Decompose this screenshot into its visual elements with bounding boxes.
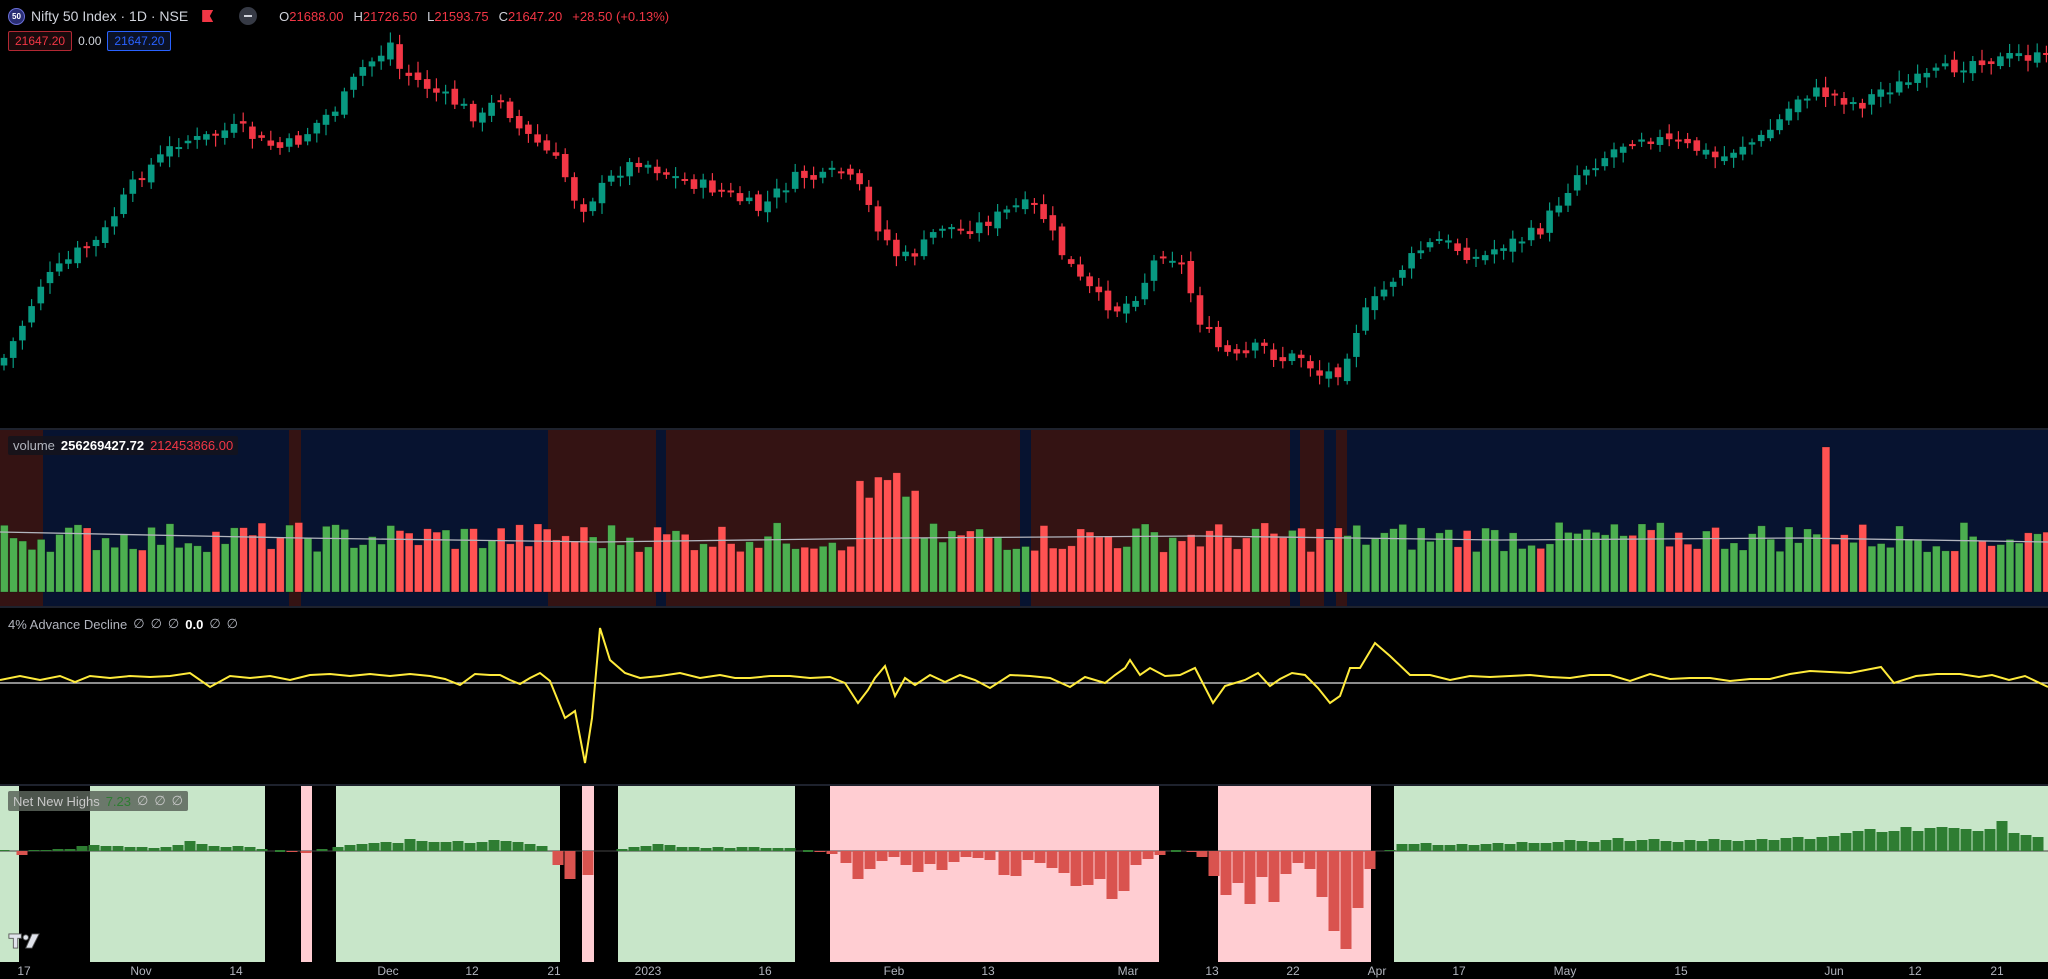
advance-decline-pane[interactable]: 4% Advance Decline ∅ ∅ ∅ 0.0 ∅ ∅: [0, 608, 2048, 784]
ad-null-5: ∅: [226, 616, 238, 631]
tradingview-logo-icon[interactable]: [8, 932, 40, 950]
time-axis[interactable]: 17 Nov 14 Dec 12 21 2023 16 Feb 13 Mar 13 22 Apr 17 May…: [0, 962, 2048, 979]
net-new-highs-legend[interactable]: Net New Highs 7.23 ∅ ∅ ∅: [8, 791, 188, 811]
pane-separator[interactable]: [0, 606, 2048, 608]
pane-separator[interactable]: [0, 784, 2048, 786]
ad-label: 4% Advance Decline: [8, 616, 128, 632]
volume-value-2: 212453866.00: [150, 438, 234, 453]
time-axis-label: May: [1553, 964, 1577, 978]
time-axis-label: 21: [547, 964, 561, 978]
time-axis-label: Feb: [883, 964, 905, 978]
trade-buttons: 21647.20 0.00 21647.20: [8, 31, 172, 51]
advance-decline-legend[interactable]: 4% Advance Decline ∅ ∅ ∅ 0.0 ∅ ∅: [8, 616, 238, 632]
time-axis-label: Jun: [1824, 964, 1844, 978]
ad-null-4: ∅: [209, 616, 221, 631]
volume-pane[interactable]: volume 256269427.72 212453866.00: [0, 430, 2048, 606]
time-axis-label: 15: [1674, 964, 1688, 978]
nnh-label: Net New Highs: [13, 793, 100, 809]
buy-button[interactable]: 21647.20: [107, 31, 172, 51]
pane-separator[interactable]: [0, 428, 2048, 430]
advance-decline-chart: [0, 627, 2048, 764]
time-axis-label: 21: [1990, 964, 2004, 978]
ohlc-open: O21688.00: [279, 9, 344, 24]
main-legend: 50 Nifty 50 Index · 1D · NSE O21688.00 H…: [8, 7, 669, 25]
time-axis-label: 2023: [634, 964, 662, 978]
volume-legend[interactable]: volume 256269427.72 212453866.00: [8, 436, 239, 455]
spread-value: 0.00: [78, 34, 102, 48]
ohlc-low: L21593.75: [427, 9, 489, 24]
volume-label: volume: [13, 438, 55, 453]
net-new-highs-chart: [0, 786, 2048, 962]
nnh-null-2: ∅: [154, 793, 166, 808]
time-axis-label: 16: [758, 964, 772, 978]
ad-value: 0.0: [185, 616, 204, 632]
time-axis-label: 17: [1452, 964, 1466, 978]
time-axis-label: 17: [17, 964, 31, 978]
ad-null-2: ∅: [150, 616, 162, 631]
time-axis-label: 14: [229, 964, 243, 978]
nnh-value: 7.23: [105, 793, 132, 809]
flag-icon[interactable]: [202, 10, 214, 22]
minus-icon: [244, 15, 253, 17]
time-axis-label: Nov: [130, 964, 152, 978]
time-axis-label: 12: [1908, 964, 1922, 978]
net-new-highs-pane[interactable]: Net New Highs 7.23 ∅ ∅ ∅: [0, 786, 2048, 962]
time-axis-label: Mar: [1117, 964, 1139, 978]
ad-null-3: ∅: [167, 616, 180, 631]
time-axis-label: 13: [1205, 964, 1219, 978]
time-axis-label: 12: [465, 964, 479, 978]
ohlc-close: C21647.20: [498, 9, 563, 24]
symbol-title[interactable]: Nifty 50 Index · 1D · NSE: [31, 8, 189, 24]
symbol-logo-icon: 50: [8, 7, 25, 25]
price-change: +28.50 (+0.13%): [572, 8, 670, 24]
nnh-null-1: ∅: [137, 793, 149, 808]
candlestick-chart[interactable]: [0, 0, 2048, 428]
ad-null-1: ∅: [133, 616, 145, 631]
volume-value-1: 256269427.72: [60, 438, 145, 453]
ohlc-high: H21726.50: [353, 9, 418, 24]
time-axis-label: 22: [1286, 964, 1300, 978]
price-pane[interactable]: 50 Nifty 50 Index · 1D · NSE O21688.00 H…: [0, 0, 2048, 428]
time-axis-label: Dec: [377, 964, 399, 978]
volume-chart: [0, 430, 2048, 606]
nnh-null-3: ∅: [171, 793, 183, 808]
time-axis-label: Apr: [1367, 964, 1387, 978]
hide-indicator-button[interactable]: [239, 7, 258, 25]
time-axis-label: 13: [981, 964, 995, 978]
sell-button[interactable]: 21647.20: [8, 31, 73, 51]
